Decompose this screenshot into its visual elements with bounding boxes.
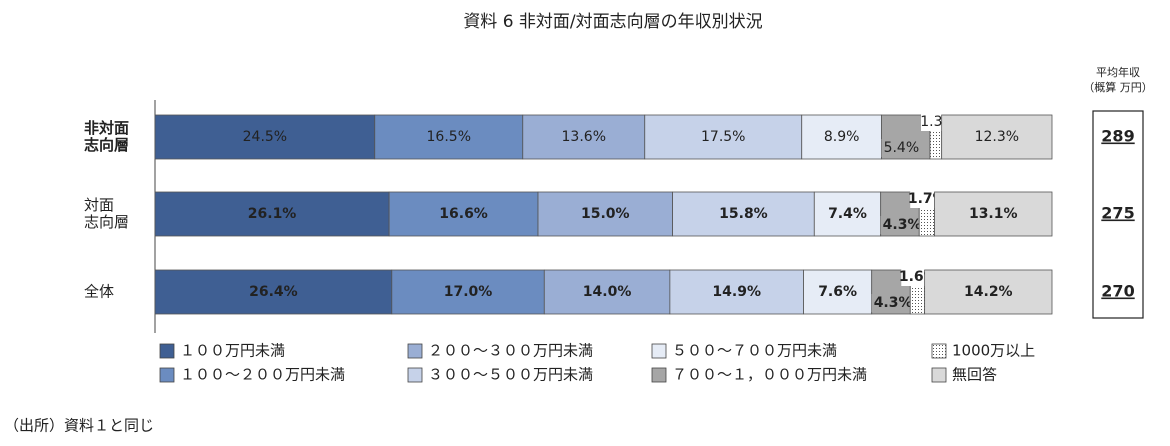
y-tick-label: 志向層: [84, 213, 129, 231]
bar-segment: [522, 114, 646, 160]
data-label: 4.3%: [883, 217, 922, 233]
legend-swatch: [159, 343, 175, 359]
chart-title: 資料 6 非対面/対面志向層の年収別状況: [463, 12, 762, 32]
data-label: 12.3%: [975, 129, 1019, 145]
legend-label: 1000万以上: [952, 342, 1035, 360]
data-label: 5.4%: [884, 140, 920, 156]
bar-segment: [537, 191, 673, 237]
legend-label: ３００～５００万円未満: [428, 366, 593, 384]
data-label: 7.4%: [828, 206, 867, 222]
legend-swatch: [931, 343, 947, 359]
legend-label: ２００～３００万円未満: [428, 342, 593, 360]
data-label: 17.5%: [701, 129, 745, 145]
legend-swatch: [159, 367, 175, 383]
y-tick-label: 非対面: [84, 119, 129, 137]
bar-segment: [924, 269, 1053, 315]
average-header: （概算 万円）: [1083, 80, 1153, 94]
data-label: 13.6%: [562, 129, 606, 145]
data-label: 24.5%: [243, 129, 287, 145]
average-value: 275: [1101, 204, 1134, 223]
bar-segment: [669, 269, 804, 315]
data-label: 14.2%: [964, 284, 1013, 300]
bar-segment: [941, 114, 1053, 160]
data-label: 15.8%: [719, 206, 768, 222]
bar-segment: [388, 191, 539, 237]
data-label: 7.6%: [818, 284, 857, 300]
legend-label: １００～２００万円未満: [180, 366, 345, 384]
bar-segment: [644, 114, 803, 160]
data-label: 17.0%: [444, 284, 493, 300]
data-label: 16.5%: [427, 129, 471, 145]
bar-segment: [543, 269, 671, 315]
bar-segment: [391, 269, 545, 315]
legend-label: ５００～７００万円未満: [672, 342, 837, 360]
legend-swatch: [407, 367, 423, 383]
label-bg: [871, 294, 908, 312]
average-value: 270: [1101, 282, 1134, 301]
data-label: 13.1%: [969, 206, 1018, 222]
bar-segment: [672, 191, 815, 237]
legend-swatch: [651, 343, 667, 359]
data-label: 26.1%: [248, 206, 297, 222]
source-note: （出所）資料１と同じ: [4, 417, 154, 435]
average-box: [1092, 110, 1144, 319]
label-bg: [881, 139, 918, 157]
legend-swatch: [931, 367, 947, 383]
bar-segment: [934, 191, 1053, 237]
average-header: 平均年収: [1096, 65, 1140, 79]
data-label: 14.9%: [712, 284, 761, 300]
average-value: 289: [1101, 127, 1134, 146]
label-bg: [880, 216, 917, 234]
bar-segment: [803, 269, 873, 315]
data-label: 14.0%: [583, 284, 632, 300]
data-label: 4.3%: [874, 295, 913, 311]
y-tick-label: 全体: [84, 283, 114, 301]
legend-swatch: [407, 343, 423, 359]
data-label: 15.0%: [581, 206, 630, 222]
y-tick-label: 対面: [84, 196, 114, 214]
bar-segment: [154, 269, 393, 315]
bar-segment: [154, 191, 390, 237]
data-label: 26.4%: [249, 284, 298, 300]
y-tick-label: 志向層: [84, 136, 129, 154]
data-label: 16.6%: [439, 206, 488, 222]
legend-label: ７００～１，０００万円未満: [672, 366, 867, 384]
legend-label: １００万円未満: [180, 342, 285, 360]
bar-segment: [154, 114, 376, 160]
data-label: 8.9%: [824, 129, 860, 145]
legend-label: 無回答: [952, 366, 997, 384]
legend-swatch: [651, 367, 667, 383]
